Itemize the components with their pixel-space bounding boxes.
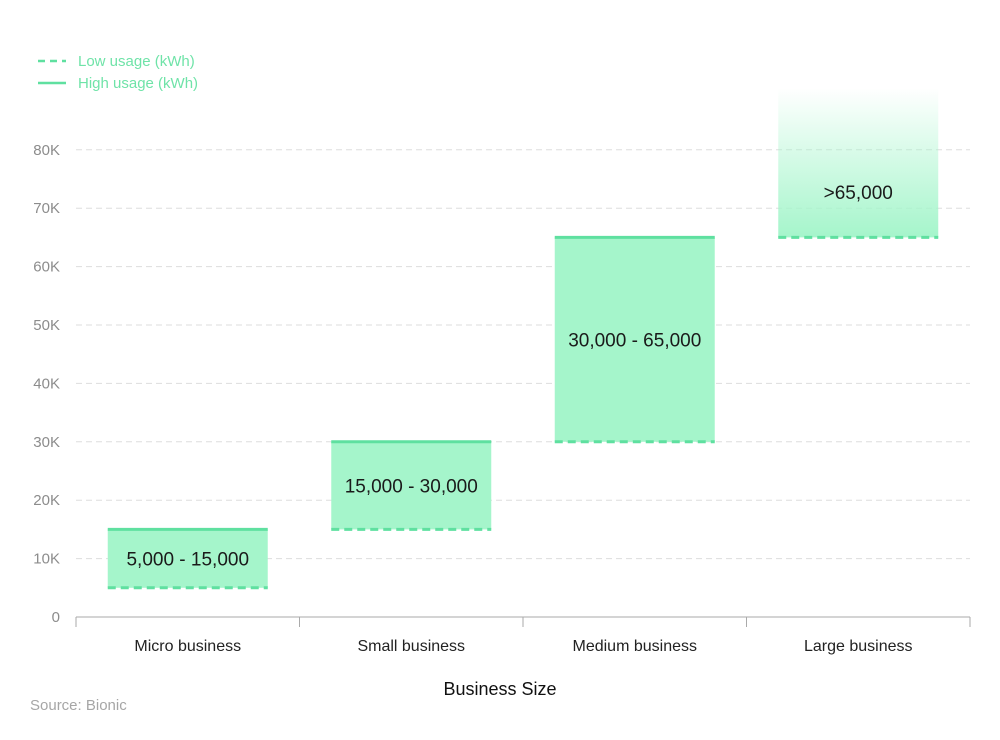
x-axis: Micro business Small business Medium busin… (75, 616, 971, 655)
range-bar (331, 441, 492, 530)
range-bar (107, 529, 268, 588)
y-tick-label: 20K (33, 492, 60, 509)
range-value-label: 30,000 - 65,000 (568, 331, 701, 352)
range-value-label: 15,000 - 30,000 (345, 477, 478, 498)
range-value-label: 5,000 - 15,000 (126, 550, 249, 571)
y-tick-label: 30K (33, 434, 60, 451)
chart-legend: Low usage (kWh) High usage (kWh) (38, 53, 198, 92)
legend-label-low: Low usage (kWh) (78, 53, 195, 70)
y-tick-label: 70K (33, 200, 60, 217)
y-tick-label: 60K (33, 259, 60, 276)
range-bar (778, 88, 939, 238)
x-axis-title: Business Size (443, 679, 556, 699)
y-tick-label: 80K (33, 142, 60, 159)
y-axis-ticks: 0 10K 20K 30K 40K 50K 60K 70K 80K (33, 142, 60, 626)
range-value-label: >65,000 (824, 183, 893, 204)
bars: 5,000 - 15,000 15,000 - 30,000 30,000 - 65… (107, 88, 939, 590)
source-note: Source: Bionic (30, 697, 127, 714)
y-tick-label: 0 (52, 609, 60, 626)
y-tick-label: 10K (33, 551, 60, 568)
x-tick-label: Large business (804, 638, 913, 655)
y-tick-label: 40K (33, 375, 60, 392)
x-tick-label: Micro business (134, 638, 241, 655)
legend-label-high: High usage (kWh) (78, 75, 198, 92)
y-tick-label: 50K (33, 317, 60, 334)
x-tick-label: Small business (357, 638, 465, 655)
range-bar (554, 237, 715, 442)
x-tick-label: Medium business (573, 638, 698, 655)
